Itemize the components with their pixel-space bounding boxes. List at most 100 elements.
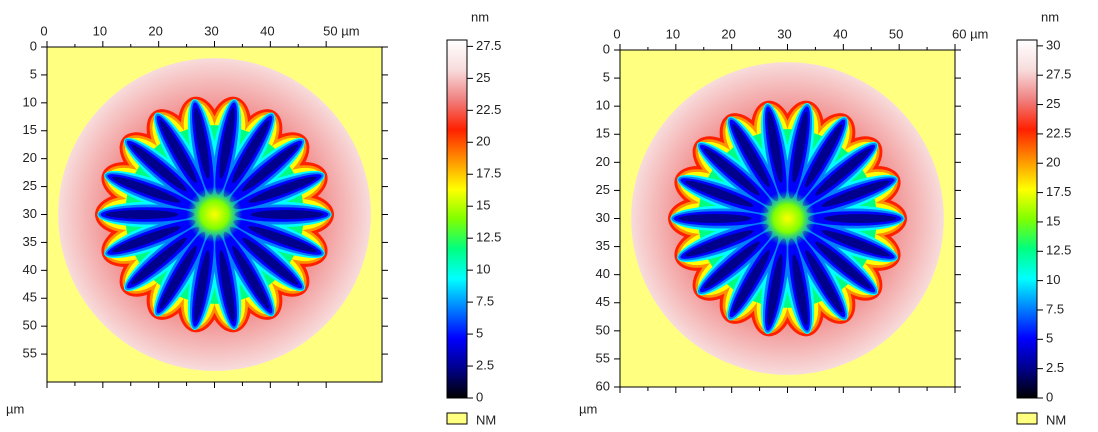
petal-navy	[248, 226, 317, 253]
petal-navy	[248, 176, 317, 203]
y-tick-label: 40	[23, 262, 37, 277]
y-tick-label: 0	[603, 41, 610, 56]
petal-navy	[823, 214, 897, 223]
heatmap	[620, 50, 955, 387]
y-tick-label: 45	[596, 294, 610, 309]
y-tick-label: 20	[596, 154, 610, 169]
y-tick-label: 25	[23, 178, 37, 193]
petal-navy	[130, 237, 187, 285]
colorbar-tick-label: 2.5	[476, 357, 494, 372]
colorbar-label: nm	[471, 9, 489, 24]
colorbar-tick-label: 7.5	[476, 294, 494, 309]
y-tick-label: 60	[596, 378, 610, 393]
y-tick-label: 5	[603, 70, 610, 85]
y-tick-label: 30	[596, 210, 610, 225]
colorbar-tick-label: 22.5	[476, 102, 501, 117]
y-tick-label: 10	[596, 98, 610, 113]
legend-label: NM	[1046, 412, 1066, 427]
colorbar-tick-label: 10	[1046, 272, 1060, 287]
y-tick-label: 0	[30, 38, 37, 53]
petal-navy	[815, 148, 872, 196]
x-tick-label: 0	[613, 26, 620, 41]
colorbar-label: nm	[1041, 9, 1059, 24]
petal-navy	[242, 144, 299, 192]
petal-navy	[105, 210, 179, 219]
petal-navy	[194, 107, 210, 179]
petal-navy	[815, 241, 872, 289]
colorbar-tick-label: 20	[1046, 155, 1060, 170]
colorbar-tick-label: 10	[476, 262, 490, 277]
legend-swatch	[446, 412, 468, 425]
petal-navy	[232, 120, 270, 184]
colorbar-tick-label: 17.5	[476, 166, 501, 181]
petal-navy	[242, 237, 299, 285]
center	[186, 186, 243, 243]
colorbar	[1016, 39, 1038, 399]
legend-label: NM	[476, 412, 496, 427]
petal-navy	[703, 148, 760, 196]
petal-navy	[232, 245, 270, 309]
colorbar-tick-label: 22.5	[1046, 125, 1071, 140]
x-tick-label: 40	[260, 23, 274, 38]
x-tick-label: 40	[833, 26, 847, 41]
petal-navy	[250, 210, 324, 219]
y-tick-label: 40	[596, 266, 610, 281]
petal-navy	[130, 144, 187, 192]
y-tick-label: 10	[23, 94, 37, 109]
colorbar-tick-label: 15	[1046, 213, 1060, 228]
x-tick-label: 20	[148, 23, 162, 38]
colorbar-tick-label: 30	[1046, 37, 1060, 52]
y-tick-label: 50	[23, 318, 37, 333]
x-axis-label: µm	[579, 401, 597, 416]
y-tick-label: 45	[23, 290, 37, 305]
petal-navy	[805, 249, 843, 313]
petal-navy	[732, 124, 770, 188]
colorbar-tick-label: 17.5	[1046, 184, 1071, 199]
colorbar-tick-label: 5	[476, 326, 483, 341]
petal-navy	[821, 180, 890, 207]
petal-navy	[112, 226, 181, 253]
petal-navy	[159, 245, 197, 309]
colorbar-tick-label: 12.5	[1046, 243, 1071, 258]
petal-navy	[219, 250, 235, 322]
y-tick-label: 35	[596, 238, 610, 253]
petal-navy	[159, 120, 197, 184]
petal-navy	[678, 214, 752, 223]
y-tick-label: 55	[596, 350, 610, 365]
colorbar-tick-label: 20	[476, 134, 490, 149]
petal-navy	[792, 254, 808, 326]
petal-navy	[112, 176, 181, 203]
colorbar-tick-label: 2.5	[1046, 360, 1064, 375]
x-tick-label: 60 µm	[952, 26, 988, 41]
y-tick-label: 5	[30, 66, 37, 81]
colorbar-tick-label: 25	[1046, 96, 1060, 111]
petal-navy	[685, 230, 754, 257]
y-tick-label: 15	[596, 126, 610, 141]
petal-navy	[219, 107, 235, 179]
x-tick-label: 30	[204, 23, 218, 38]
y-tick-label: 30	[23, 206, 37, 221]
colorbar-tick-label: 25	[476, 70, 490, 85]
petal-navy	[685, 180, 754, 207]
x-tick-label: 30	[777, 26, 791, 41]
y-tick-label: 35	[23, 234, 37, 249]
y-tick-label: 50	[596, 322, 610, 337]
petal-navy	[732, 249, 770, 313]
x-tick-label: 20	[721, 26, 735, 41]
colorbar-tick-label: 5	[1046, 331, 1053, 346]
heatmap	[47, 47, 382, 382]
petal-navy	[703, 241, 760, 289]
colorbar-tick-label: 12.5	[476, 230, 501, 245]
y-tick-label: 15	[23, 122, 37, 137]
colorbar-tick-label: 27.5	[476, 38, 501, 53]
legend-swatch	[1016, 412, 1038, 425]
x-tick-label: 0	[40, 23, 47, 38]
colorbar-tick-label: 27.5	[1046, 67, 1071, 82]
petal-navy	[767, 111, 783, 183]
petal-navy	[767, 254, 783, 326]
colorbar-tick-label: 0	[1046, 389, 1053, 404]
colorbar-tick-label: 0	[476, 389, 483, 404]
x-tick-label: 50 µm	[323, 23, 359, 38]
colorbar-tick-label: 7.5	[1046, 301, 1064, 316]
y-tick-label: 20	[23, 150, 37, 165]
